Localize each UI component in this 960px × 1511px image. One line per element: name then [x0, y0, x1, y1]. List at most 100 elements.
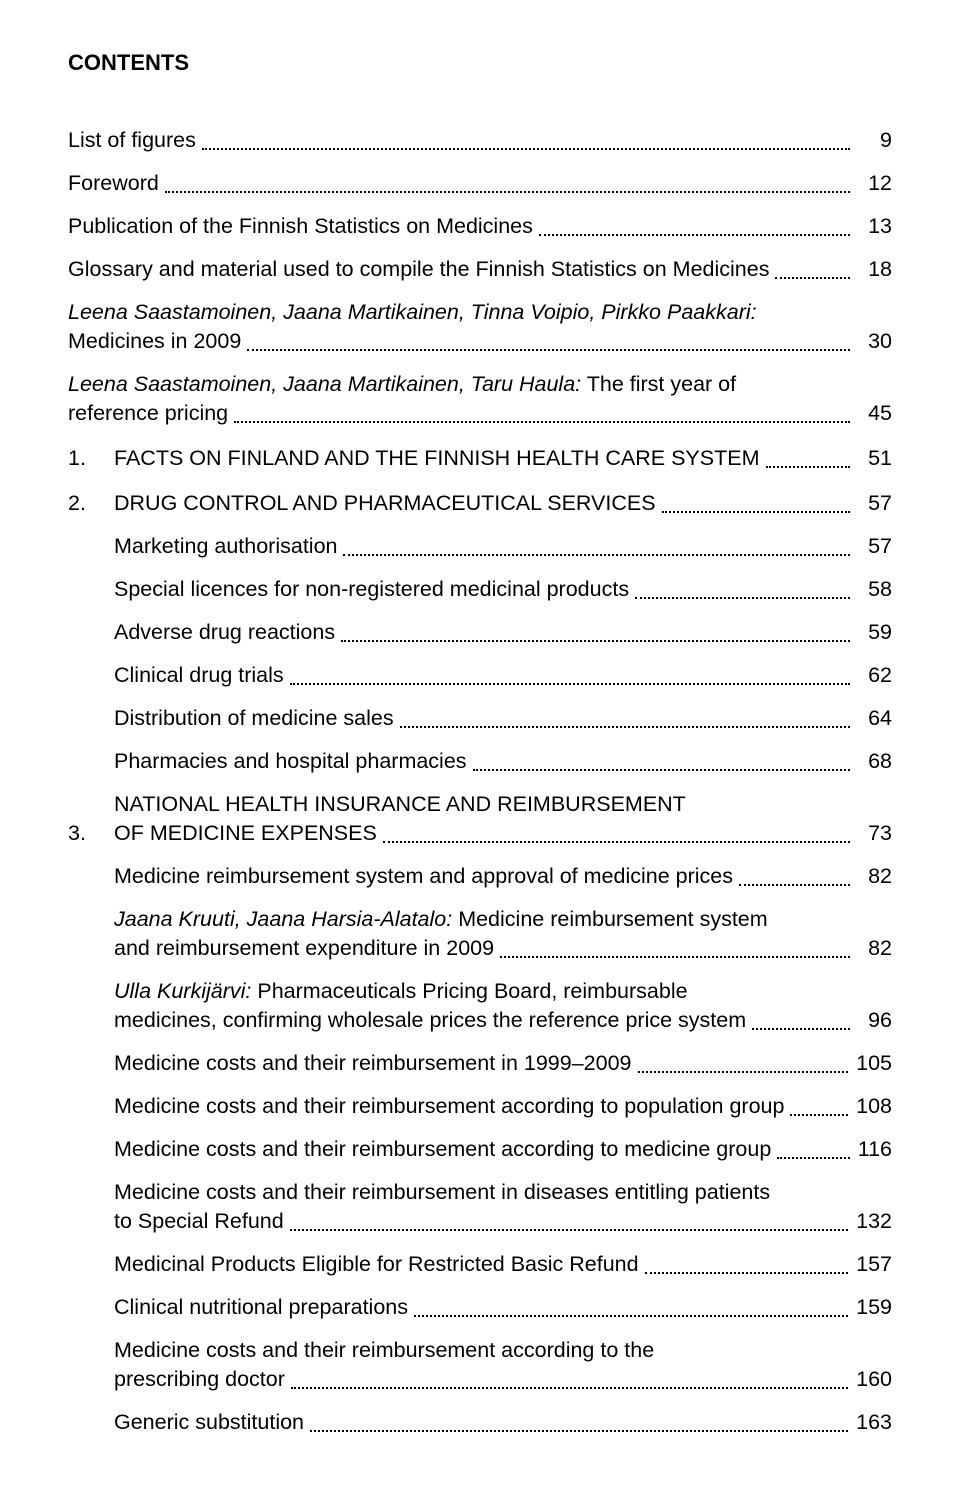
- toc-entry-text: Generic substitution163: [114, 1408, 892, 1437]
- toc-entry: Medicine costs and their reimbursement i…: [68, 1178, 892, 1236]
- toc-entry-text: Special licences for non-registered medi…: [114, 575, 892, 604]
- toc-leader-dots: [766, 466, 851, 468]
- toc-entry-line: Jaana Kruuti, Jaana Harsia-Alatalo: Medi…: [114, 905, 892, 934]
- toc-entry-lastline: Medicine costs and their reimbursement a…: [114, 1135, 892, 1164]
- toc-indent-spacer: [68, 688, 114, 690]
- toc-entry-label: Generic substitution: [114, 1408, 306, 1437]
- toc-leader-dots: [310, 1430, 848, 1432]
- toc-entry-line: Medicine costs and their reimbursement a…: [114, 1336, 892, 1365]
- toc-entry-text: Clinical drug trials 62: [114, 661, 892, 690]
- toc-entry: Medicine costs and their reimbursement a…: [68, 1135, 892, 1164]
- toc-entry-text: Adverse drug reactions 59: [114, 618, 892, 647]
- toc-entry-text: Medicine costs and their reimbursement i…: [114, 1178, 892, 1236]
- toc-entry-text: Leena Saastamoinen, Jaana Martikainen, T…: [68, 370, 892, 428]
- toc-entry-lastline: Medicine reimbursement system and approv…: [114, 862, 892, 891]
- toc-entry-text: Foreword12: [68, 169, 892, 198]
- toc-leader-dots: [383, 841, 850, 843]
- toc-indent-spacer: [68, 889, 114, 891]
- toc-entry-text: DRUG CONTROL AND PHARMACEUTICAL SERVICES…: [114, 489, 892, 518]
- toc-author-span: Leena Saastamoinen, Jaana Martikainen, T…: [68, 372, 581, 396]
- toc-entry: 1.FACTS ON FINLAND AND THE FINNISH HEALT…: [68, 442, 892, 473]
- toc-entry: Medicine reimbursement system and approv…: [68, 862, 892, 891]
- toc-entry: 2.DRUG CONTROL AND PHARMACEUTICAL SERVIC…: [68, 487, 892, 518]
- toc-entry-page: 105: [852, 1049, 892, 1078]
- toc-title-rest: Pharmaceuticals Pricing Board, reimbursa…: [251, 979, 687, 1003]
- toc-entry: Medicine costs and their reimbursement a…: [68, 1336, 892, 1394]
- toc-entry-lastline: medicines, confirming wholesale prices t…: [114, 1006, 892, 1035]
- toc-entry-lastline: Foreword12: [68, 169, 892, 198]
- toc-entry-page: 57: [854, 532, 892, 561]
- toc-leader-dots: [414, 1315, 848, 1317]
- toc-leader-dots: [234, 421, 850, 423]
- toc-entry-lastline: and reimbursement expenditure in 200982: [114, 934, 892, 963]
- toc-entry-text: Ulla Kurkijärvi: Pharmaceuticals Pricing…: [114, 977, 892, 1035]
- toc-entry-label: Clinical drug trials: [114, 661, 286, 690]
- toc-author-span: Jaana Kruuti, Jaana Harsia-Alatalo:: [114, 907, 452, 931]
- toc-entry-label: List of figures: [68, 126, 198, 155]
- toc-leader-dots: [400, 726, 850, 728]
- toc-entry-page: 82: [854, 862, 892, 891]
- toc-entry-page: 160: [852, 1365, 892, 1394]
- toc-entry-lastline: List of figures9: [68, 126, 892, 155]
- toc-entry-lastline: DRUG CONTROL AND PHARMACEUTICAL SERVICES…: [114, 489, 892, 518]
- toc-entry-text: FACTS ON FINLAND AND THE FINNISH HEALTH …: [114, 444, 892, 473]
- toc-entry-label: Pharmacies and hospital pharmacies: [114, 747, 469, 776]
- toc-leader-dots: [291, 1387, 848, 1389]
- toc-entry-label: OF MEDICINE EXPENSES: [114, 819, 379, 848]
- toc-entry-label: Distribution of medicine sales: [114, 704, 396, 733]
- toc-leader-dots: [638, 1071, 849, 1073]
- toc-entry: Clinical nutritional preparations159: [68, 1293, 892, 1322]
- toc-entry-label: Adverse drug reactions: [114, 618, 337, 647]
- toc-leader-dots: [290, 1229, 848, 1231]
- toc-entry: Medicinal Products Eligible for Restrict…: [68, 1250, 892, 1279]
- toc-leader-dots: [343, 554, 850, 556]
- toc-entry: Medicine costs and their reimbursement i…: [68, 1049, 892, 1078]
- toc-entry-label: DRUG CONTROL AND PHARMACEUTICAL SERVICES: [114, 489, 658, 518]
- page-title: CONTENTS: [68, 48, 892, 78]
- toc-entry: 3.NATIONAL HEALTH INSURANCE AND REIMBURS…: [68, 790, 892, 848]
- toc-entry-lastline: Publication of the Finnish Statistics on…: [68, 212, 892, 241]
- toc-entry-text: NATIONAL HEALTH INSURANCE AND REIMBURSEM…: [114, 790, 892, 848]
- toc-entry-label: Medicine reimbursement system and approv…: [114, 862, 735, 891]
- toc-entry-page: 132: [852, 1207, 892, 1236]
- toc-indent-spacer: [68, 961, 114, 963]
- toc-entry-page: 159: [852, 1293, 892, 1322]
- toc-entry-page: 157: [852, 1250, 892, 1279]
- toc-entry: Marketing authorisation57: [68, 532, 892, 561]
- toc-leader-dots: [500, 956, 850, 958]
- toc-entry-label: Medicinal Products Eligible for Restrict…: [114, 1250, 641, 1279]
- toc-indent-spacer: [68, 602, 114, 604]
- toc-entry-page: 57: [854, 489, 892, 518]
- toc-indent-spacer: [68, 1435, 114, 1437]
- toc-entry-page: 62: [854, 661, 892, 690]
- toc-entry-page: 13: [854, 212, 892, 241]
- toc-entry: Generic substitution163: [68, 1408, 892, 1437]
- toc-entry-lastline: Generic substitution163: [114, 1408, 892, 1437]
- toc-entry-lastline: to Special Refund132: [114, 1207, 892, 1236]
- toc-entry-lastline: prescribing doctor160: [114, 1365, 892, 1394]
- toc-entry-page: 64: [854, 704, 892, 733]
- toc-entry-text: Clinical nutritional preparations159: [114, 1293, 892, 1322]
- toc-entry-lastline: Medicine costs and their reimbursement a…: [114, 1092, 892, 1121]
- toc-indent-spacer: [68, 774, 114, 776]
- toc-entry-label: reference pricing: [68, 399, 230, 428]
- toc-entry-page: 73: [854, 819, 892, 848]
- toc-entry-label: Medicine costs and their reimbursement a…: [114, 1092, 786, 1121]
- toc-entry: Glossary and material used to compile th…: [68, 255, 892, 284]
- toc-indent-spacer: [68, 1033, 114, 1035]
- toc-entry-text: Medicine reimbursement system and approv…: [114, 862, 892, 891]
- toc-entry-page: 96: [854, 1006, 892, 1035]
- toc-entry-page: 45: [854, 399, 892, 428]
- toc-leader-dots: [202, 148, 850, 150]
- toc-entry-number: 1.: [68, 442, 114, 473]
- toc-title-rest: The first year of: [581, 372, 736, 396]
- toc-entry-lastline: Pharmacies and hospital pharmacies68: [114, 747, 892, 776]
- toc-entry-page: 59: [854, 618, 892, 647]
- toc-entry-text: Medicine costs and their reimbursement a…: [114, 1092, 892, 1121]
- toc-entry-text: Medicine costs and their reimbursement a…: [114, 1135, 892, 1164]
- toc-entry-line: Ulla Kurkijärvi: Pharmaceuticals Pricing…: [114, 977, 892, 1006]
- toc-entry-lastline: FACTS ON FINLAND AND THE FINNISH HEALTH …: [114, 444, 892, 473]
- toc-entry-lastline: Clinical nutritional preparations159: [114, 1293, 892, 1322]
- toc-entry: Jaana Kruuti, Jaana Harsia-Alatalo: Medi…: [68, 905, 892, 963]
- toc-indent-spacer: [68, 559, 114, 561]
